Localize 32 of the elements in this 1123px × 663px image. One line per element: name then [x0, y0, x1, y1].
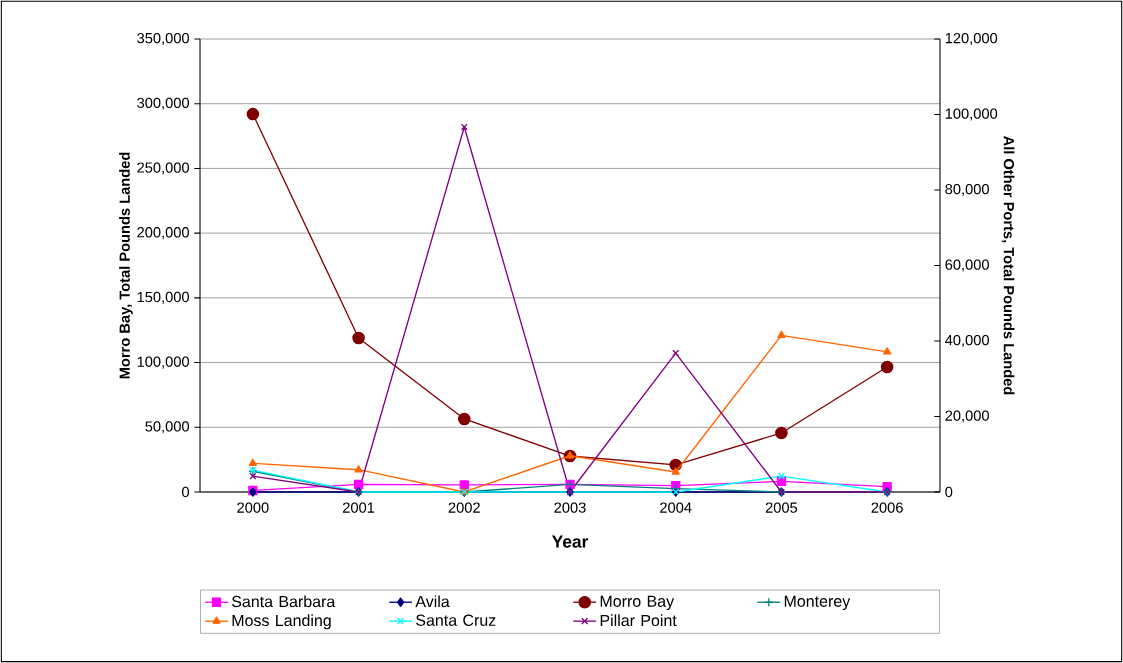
- y2-tick-label: 0: [945, 486, 953, 498]
- legend-label: Pillar Point: [600, 614, 677, 627]
- x-tick-label: 2002: [448, 502, 480, 513]
- y-tick-label: 150,000: [137, 291, 190, 304]
- legend-label: Santa Barbara: [231, 595, 336, 608]
- y-tick-label: 0: [182, 486, 190, 498]
- legend-label: Santa Cruz: [416, 614, 496, 626]
- y2-axis-title: All Other Ports, Total Pounds Landed: [1001, 136, 1015, 395]
- y-tick-label: 200,000: [137, 227, 190, 240]
- x-tick-label: 2004: [660, 502, 692, 513]
- y2-tick-label: 120,000: [945, 32, 998, 46]
- y-tick-label: 250,000: [137, 162, 190, 175]
- y2-tick-label: 20,000: [945, 410, 989, 423]
- y2-tick-label: 100,000: [945, 108, 998, 121]
- legend-label: Monterey: [784, 595, 851, 611]
- y-tick-label: 350,000: [137, 32, 190, 46]
- x-tick-label: 2001: [343, 502, 375, 513]
- y2-tick-label: 80,000: [945, 183, 989, 197]
- legend-label: Avila: [415, 595, 450, 608]
- x-tick-label: 2005: [765, 502, 798, 513]
- y-tick-label: 300,000: [137, 97, 190, 110]
- legend-label: Morro Bay: [600, 595, 675, 611]
- x-tick-label: 2000: [237, 502, 269, 513]
- x-axis-title: Year: [551, 535, 589, 548]
- y2-tick-label: 60,000: [945, 259, 989, 272]
- y-tick-label: 100,000: [137, 356, 190, 369]
- x-tick-label: 2003: [554, 502, 586, 513]
- y-tick-label: 50,000: [145, 421, 190, 434]
- x-tick-label: 2006: [871, 502, 903, 513]
- legend-label: Moss Landing: [232, 614, 331, 630]
- y2-tick-label: 40,000: [945, 334, 989, 348]
- y-axis-title: Morro Bay, Total Pounds Landed: [119, 152, 133, 379]
